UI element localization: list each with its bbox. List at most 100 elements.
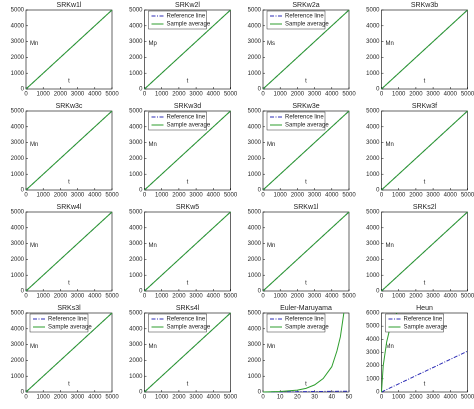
x-tick-label: 3000 <box>71 395 85 401</box>
y-tick-label: 0 <box>258 188 262 194</box>
x-tick-label: 5000 <box>461 92 474 98</box>
y-tick-label: 3000 <box>129 342 143 348</box>
x-tick-label: 20 <box>294 395 301 401</box>
y-tick-label: 5000 <box>11 210 25 216</box>
y-tick-label: 2000 <box>248 358 262 364</box>
chart-title: SRKw3c <box>56 103 83 110</box>
legend-label: Reference line <box>404 317 443 323</box>
y-axis-label: Mp <box>149 41 158 47</box>
legend-label: Sample average <box>167 325 211 331</box>
y-tick-label: 5000 <box>248 210 262 216</box>
x-tick-label: 0 <box>261 294 265 300</box>
data-line <box>381 110 468 191</box>
x-tick-label: 4000 <box>444 92 458 98</box>
x-tick-label: 1000 <box>37 193 51 199</box>
x-tick-label: 50 <box>346 395 353 401</box>
y-tick-label: 3000 <box>248 342 262 348</box>
x-tick-label: 0 <box>24 294 28 300</box>
chart-title: Euler-Maruyama <box>280 305 332 312</box>
y-tick-label: 0 <box>21 87 25 93</box>
x-tick-label: 3000 <box>189 395 203 401</box>
x-tick-label: 5000 <box>342 92 356 98</box>
x-tick-label: 1000 <box>155 92 169 98</box>
y-tick-label: 4000 <box>129 326 143 332</box>
legend: Reference line Sample average <box>266 10 329 30</box>
x-tick-label: 3000 <box>189 294 203 300</box>
y-axis-label: Mn <box>30 243 38 249</box>
y-tick-label: 1000 <box>248 374 262 380</box>
x-tick-label: 3000 <box>426 92 440 98</box>
x-tick-label: 5000 <box>461 395 474 401</box>
data-line <box>25 312 113 393</box>
y-tick-label: 2000 <box>248 156 262 162</box>
x-tick-label: 0 <box>24 92 28 98</box>
legend-label: Sample average <box>285 22 329 28</box>
x-tick-label: 4000 <box>207 395 221 401</box>
x-axis-label: t <box>424 382 426 388</box>
y-tick-label: 1000 <box>248 172 262 178</box>
y-tick-label: 5000 <box>129 109 143 115</box>
y-tick-label: 0 <box>21 289 25 295</box>
x-tick-label: 2000 <box>409 193 423 199</box>
x-tick-label: 4000 <box>88 294 102 300</box>
chart-title: SRKw3e <box>292 103 319 110</box>
chart-title: SRKw5 <box>176 204 199 211</box>
y-tick-label: 5000 <box>129 210 143 216</box>
y-tick-label: 1000 <box>129 172 143 178</box>
x-tick-label: 5000 <box>105 92 119 98</box>
data-line <box>144 312 231 393</box>
x-tick-label: 1000 <box>155 395 169 401</box>
y-tick-label: 3000 <box>11 140 25 146</box>
y-tick-label: 4000 <box>366 337 380 343</box>
x-axis-label: t <box>424 281 426 287</box>
y-tick-label: 5000 <box>11 311 25 317</box>
x-axis-label: t <box>305 180 307 186</box>
y-tick-label: 0 <box>258 289 262 295</box>
x-tick-label: 0 <box>261 92 265 98</box>
y-tick-label: 0 <box>139 390 143 396</box>
y-axis-label: Mn <box>386 41 394 47</box>
y-tick-label: 2000 <box>11 55 25 61</box>
legend: Reference line Sample average <box>385 313 448 333</box>
x-axis-label: t <box>187 180 189 186</box>
chart-title: SRKw4l <box>57 204 82 211</box>
x-tick-label: 4000 <box>207 92 221 98</box>
x-tick-label: 3000 <box>71 294 85 300</box>
y-tick-label: 2000 <box>11 358 25 364</box>
y-tick-label: 3000 <box>129 241 143 247</box>
y-tick-label: 1000 <box>366 273 380 279</box>
y-tick-label: 4000 <box>248 23 262 29</box>
x-axis-label: t <box>187 382 189 388</box>
y-axis-label: Mn <box>30 344 38 350</box>
y-tick-label: 3000 <box>248 39 262 45</box>
x-tick-label: 5000 <box>461 294 474 300</box>
y-tick-label: 0 <box>376 289 380 295</box>
y-tick-label: 4000 <box>129 225 143 231</box>
x-tick-label: 2000 <box>54 395 68 401</box>
x-axis-label: t <box>68 180 70 186</box>
y-tick-label: 3000 <box>11 342 25 348</box>
y-tick-label: 3000 <box>366 140 380 146</box>
legend-label: Reference line <box>167 115 206 121</box>
y-tick-label: 5000 <box>248 8 262 14</box>
y-tick-label: 0 <box>376 188 380 194</box>
data-line <box>144 9 231 90</box>
legend: Reference line Sample average <box>148 313 211 333</box>
y-axis-label: Mn <box>386 243 394 249</box>
y-tick-label: 1000 <box>129 273 143 279</box>
x-axis-label: t <box>187 79 189 85</box>
y-tick-label: 1000 <box>11 374 25 380</box>
x-tick-label: 3000 <box>308 294 322 300</box>
y-tick-label: 0 <box>139 87 143 93</box>
x-tick-label: 0 <box>380 395 384 401</box>
y-tick-label: 1000 <box>248 71 262 77</box>
y-tick-label: 0 <box>376 390 380 396</box>
x-tick-label: 2000 <box>54 294 68 300</box>
y-tick-label: 1000 <box>248 273 262 279</box>
x-tick-label: 2000 <box>172 294 186 300</box>
y-tick-label: 0 <box>139 289 143 295</box>
x-tick-label: 1000 <box>274 193 288 199</box>
